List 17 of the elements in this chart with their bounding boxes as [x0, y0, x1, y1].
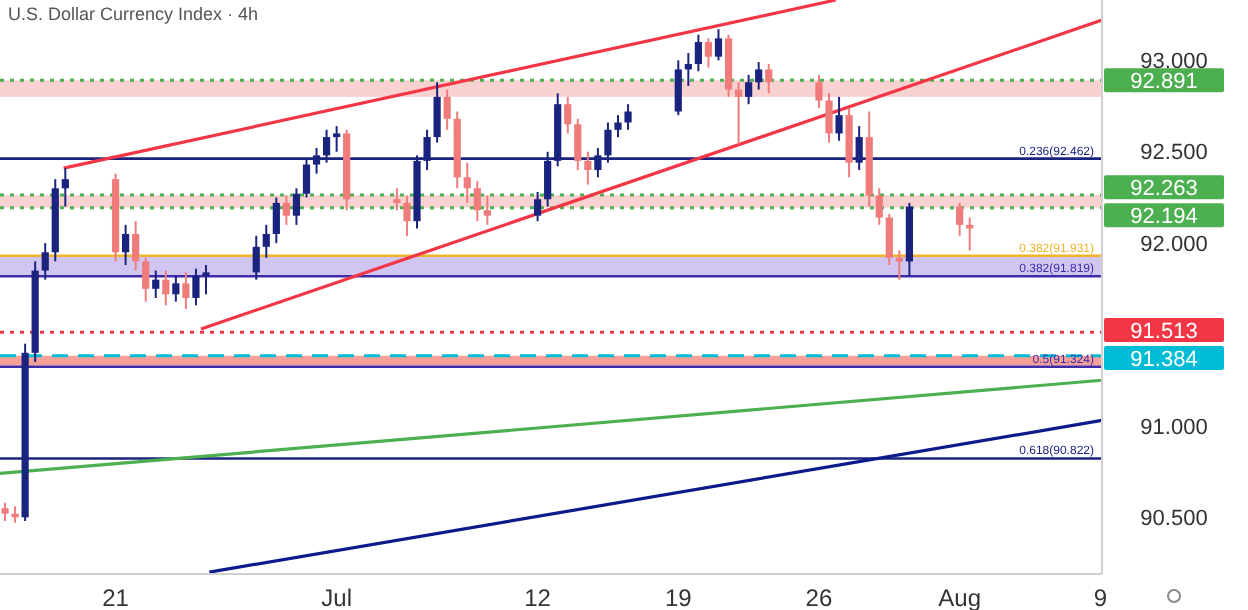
y-tick-label: 91.000: [1140, 415, 1208, 440]
x-tick-label: 21: [102, 584, 130, 610]
ref-line-label: 92.194: [1130, 205, 1198, 230]
ref-line-label: 91.384: [1130, 347, 1198, 372]
ref-line-label: 92.263: [1130, 177, 1198, 202]
y-tick-label: 90.500: [1140, 507, 1208, 532]
x-tick-label: Jul: [321, 584, 352, 610]
ref-line-label: 92.891: [1130, 69, 1198, 94]
y-tick-label: 92.000: [1140, 232, 1208, 257]
x-tick-label: 26: [805, 584, 833, 610]
y-tick-label: 92.500: [1140, 141, 1208, 166]
ref-line-label: 91.513: [1130, 319, 1198, 344]
chart-title: U.S. Dollar Currency Index · 4h: [8, 4, 259, 24]
x-tick-label: 9: [1093, 584, 1108, 610]
x-tick-label: 12: [524, 584, 552, 610]
x-tick-label: 19: [664, 584, 693, 610]
y-tick-label: 93.000: [1140, 50, 1208, 75]
